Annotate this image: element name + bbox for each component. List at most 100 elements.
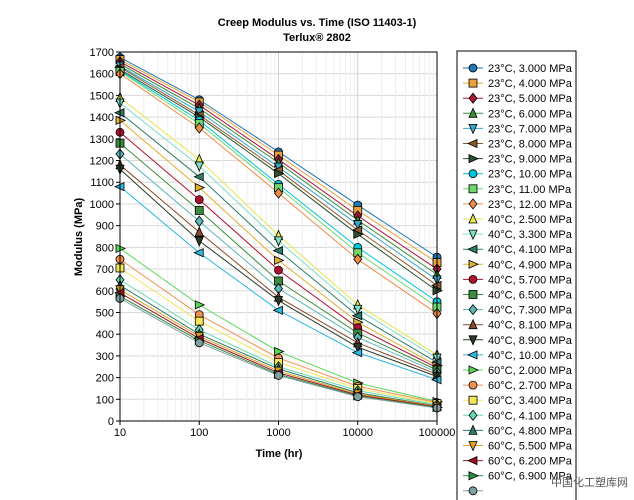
data-point [194, 236, 204, 247]
data-point [353, 342, 363, 354]
legend-marker [467, 244, 478, 254]
legend-marker [468, 365, 479, 375]
legend-label: 60°C, 6.200 MPa [488, 456, 573, 468]
legend-marker [468, 78, 478, 88]
x-tick-label: 1000 [266, 427, 290, 439]
data-point [353, 392, 363, 402]
y-tick-label: 1600 [90, 69, 114, 81]
legend-marker [468, 169, 478, 179]
legend-label: 23°C, 4.000 MPa [488, 78, 573, 90]
x-tick-label: 100000 [419, 427, 456, 439]
legend-box [456, 50, 577, 500]
data-point [353, 253, 363, 265]
legend-label: 40°C, 4.100 MPa [488, 244, 573, 256]
data-point [273, 187, 284, 199]
legend-label: 23°C, 11.00 MPa [488, 184, 572, 196]
legend-marker [467, 455, 478, 466]
legend-marker [467, 350, 478, 360]
legend-label: 23°C, 9.000 MPa [488, 154, 573, 166]
y-tick-label: 200 [96, 373, 114, 385]
y-tick-label: 800 [96, 242, 114, 254]
data-point [351, 311, 363, 321]
y-tick-label: 1100 [90, 177, 114, 189]
data-point [272, 305, 283, 315]
y-tick-label: 1400 [90, 112, 114, 124]
plot-border [119, 51, 438, 422]
data-point [353, 220, 363, 231]
legend-marker [468, 471, 479, 481]
legend-marker [468, 274, 478, 284]
x-tick-label: 100 [190, 427, 208, 439]
data-point [194, 122, 204, 134]
legend-label: 40°C, 2.500 MPa [488, 214, 573, 226]
legend-marker [468, 335, 478, 346]
data-point [194, 316, 204, 326]
data-point [193, 172, 204, 182]
legend-marker [468, 213, 478, 224]
legend-label: 40°C, 8.100 MPa [488, 320, 573, 332]
y-axis-label: Modulus (MPa) [73, 198, 85, 277]
legend-label: 40°C, 7.300 MPa [488, 305, 573, 317]
y-tick-label: 400 [96, 329, 114, 341]
y-tick-label: 1700 [90, 47, 114, 59]
legend-marker [468, 259, 479, 269]
legend-label: 40°C, 6.500 MPa [488, 290, 573, 302]
data-point [194, 206, 204, 215]
data-point [273, 296, 284, 307]
y-tick-label: 900 [96, 221, 114, 233]
legend-label: 23°C, 12.00 MPa [488, 199, 573, 211]
legend-label: 60°C, 2.000 MPa [488, 365, 573, 377]
legend-marker [468, 229, 478, 241]
chart-subtitle: Terlux® 2802 [283, 32, 351, 44]
legend-marker [468, 303, 478, 316]
legend-label: 40°C, 4.900 MPa [488, 259, 573, 271]
legend-marker [468, 184, 478, 194]
y-tick-label: 1500 [90, 90, 114, 102]
legend-marker [468, 318, 478, 330]
legend-marker [468, 486, 478, 496]
data-point [194, 338, 204, 348]
y-tick-label: 300 [96, 351, 114, 363]
data-point [274, 168, 285, 179]
legend-marker [468, 198, 478, 210]
data-point [194, 161, 204, 172]
legend-label: 40°C, 10.00 MPa [488, 350, 573, 362]
data-point [274, 371, 283, 380]
legend-marker [468, 380, 478, 390]
legend-marker [468, 409, 478, 421]
legend-label: 23°C, 5.000 MPa [488, 93, 573, 105]
legend-marker [468, 441, 478, 452]
y-tick-label: 500 [96, 307, 114, 319]
x-tick-label: 10000 [342, 427, 373, 439]
legend-marker [467, 138, 478, 149]
data-point [274, 346, 285, 357]
data-point [272, 245, 283, 256]
y-tick-label: 100 [96, 394, 114, 406]
data-point [194, 183, 206, 193]
x-tick-label: 10 [114, 427, 126, 439]
legend: 23°C, 3.000 MPa 23°C, 4.000 MPa 23°C, 5.00… [456, 50, 577, 500]
data-point [194, 300, 206, 310]
y-tick-label: 1200 [90, 156, 114, 168]
legend-marker [468, 63, 478, 73]
data-point [353, 304, 363, 316]
legend-marker [468, 92, 478, 104]
legend-marker [468, 124, 478, 135]
legend-label: 40°C, 8.900 MPa [488, 335, 573, 347]
legend-label: 60°C, 4.800 MPa [488, 425, 573, 437]
y-tick-label: 700 [96, 264, 114, 276]
legend-label: 23°C, 10.00 MPa [488, 169, 573, 181]
plot-area: 0 100 200 300 400 500 600 700 800 900 1000 1100 1200… [90, 47, 456, 439]
data-point [353, 229, 364, 239]
data-point [273, 236, 284, 247]
legend-label: 23°C, 3.000 MPa [488, 63, 573, 75]
data-point [274, 265, 283, 275]
data-point [194, 195, 204, 205]
legend-marker [468, 153, 479, 164]
chart-title: Creep Modulus vs. Time (ISO 11403-1) [218, 17, 417, 29]
legend-label: 40°C, 5.700 MPa [488, 274, 573, 286]
watermark-text: 中国化工塑库网 [551, 475, 628, 489]
legend-label: 23°C, 6.000 MPa [488, 108, 573, 120]
x-axis-label: Time (hr) [256, 448, 303, 460]
legend-label: 60°C, 2.700 MPa [488, 380, 573, 392]
